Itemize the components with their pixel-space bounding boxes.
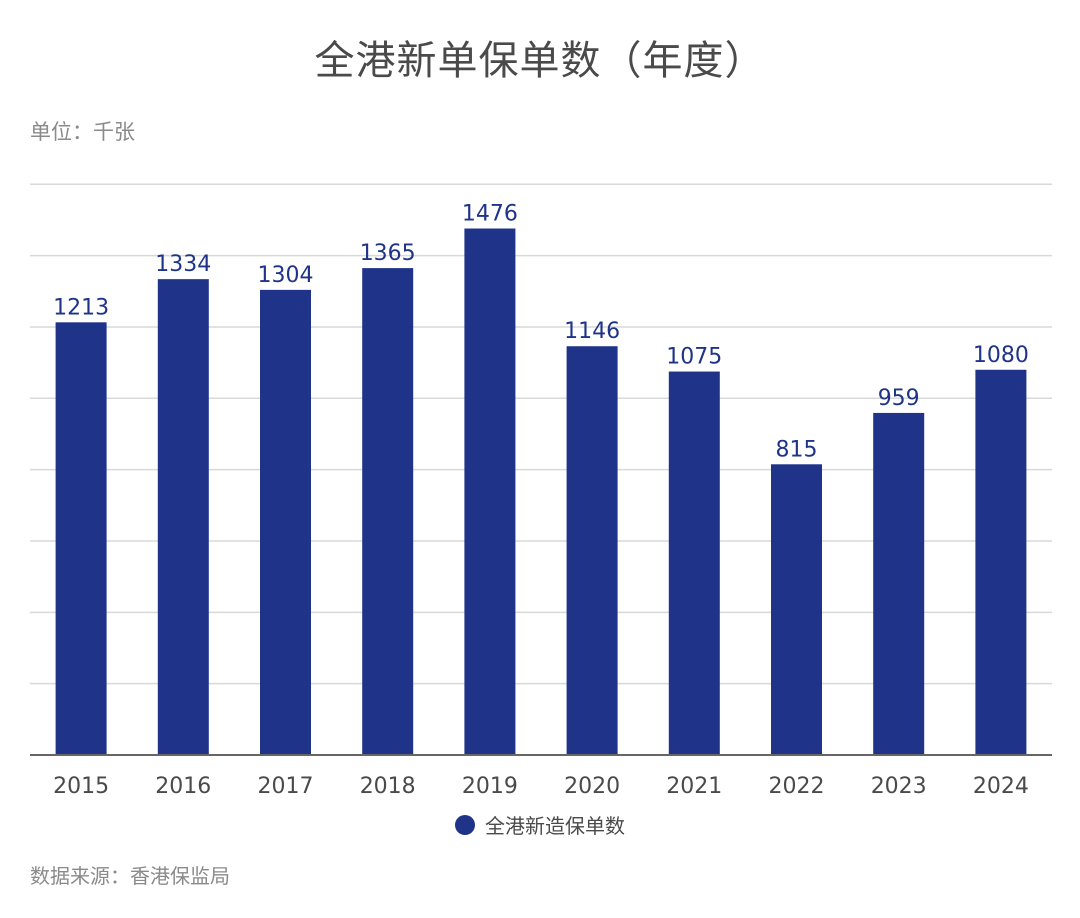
x-tick-2023: 2023 [871, 774, 927, 799]
data-label-2019: 1476 [462, 202, 518, 227]
data-label-2017: 1304 [258, 263, 314, 288]
legend: 全港新造保单数 [0, 810, 1080, 839]
data-label-2023: 959 [878, 386, 920, 411]
x-tick-2022: 2022 [769, 774, 825, 799]
data-label-2016: 1334 [155, 252, 211, 277]
bar-2020 [566, 346, 618, 755]
x-tick-2019: 2019 [462, 774, 518, 799]
legend-marker [455, 814, 475, 835]
bar-2016 [157, 279, 209, 755]
x-tick-2024: 2024 [973, 774, 1029, 799]
data-label-2018: 1365 [360, 241, 416, 266]
x-tick-2020: 2020 [564, 774, 620, 799]
data-label-2021: 1075 [666, 345, 722, 370]
bar-2023 [873, 412, 925, 755]
chart-title: 全港新单保单数（年度） [314, 38, 766, 84]
data-label-2022: 815 [776, 437, 818, 462]
legend-label: 全港新造保单数 [485, 814, 625, 838]
bar-2024 [975, 369, 1027, 755]
bar-2017 [260, 289, 311, 755]
data-label-2015: 1213 [53, 295, 109, 320]
x-tick-2018: 2018 [360, 774, 416, 799]
data-label-2024: 1080 [973, 343, 1029, 368]
data-label-2020: 1146 [564, 319, 620, 344]
unit-label: 单位：千张 [30, 120, 135, 144]
x-tick-labels: 2015 2016 2017 2018 2019 2020 2021 2022 2023 2024 [53, 774, 1029, 799]
bar-2021 [668, 371, 720, 755]
x-tick-2015: 2015 [53, 774, 109, 799]
x-tick-2017: 2017 [258, 774, 314, 799]
bar-2022 [771, 464, 822, 755]
data-labels: 1213 1334 1304 1365 1476 1146 1075 815 959 1080 [53, 202, 1029, 463]
bar-2018 [362, 268, 414, 755]
x-tick-2016: 2016 [155, 774, 211, 799]
source-note: 数据来源：香港保监局 [30, 864, 230, 888]
x-tick-2021: 2021 [666, 774, 722, 799]
bar-2015 [55, 322, 107, 755]
bars [55, 228, 1027, 755]
bar-2019 [464, 228, 516, 755]
